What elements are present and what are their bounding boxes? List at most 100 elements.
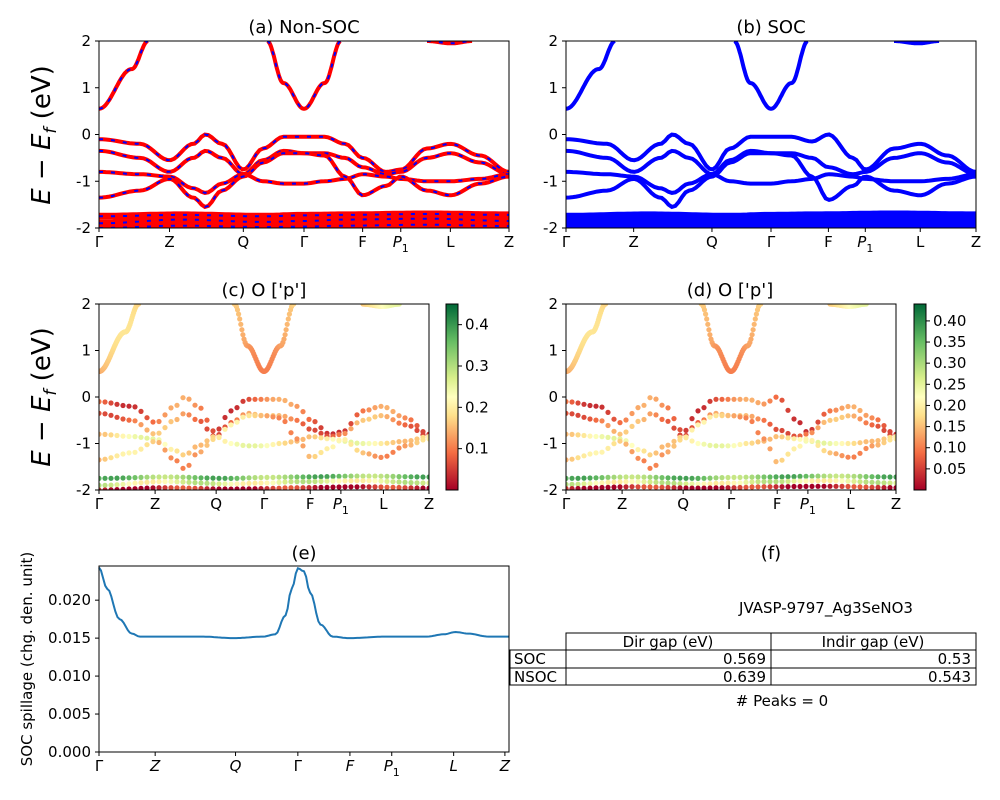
projection-point	[120, 481, 126, 487]
projection-point	[426, 474, 429, 480]
projection-point	[566, 410, 569, 416]
band-line-dash	[427, 41, 473, 45]
projection-point	[695, 422, 701, 428]
projection-point	[851, 454, 857, 460]
projection-point	[246, 475, 252, 481]
projection-point	[821, 478, 827, 484]
projection-point	[713, 480, 719, 486]
projection-point	[396, 479, 402, 485]
projection-point	[751, 321, 757, 327]
panel-a-frame	[98, 40, 510, 229]
projection-point	[204, 438, 210, 444]
projection-point	[752, 316, 758, 322]
projection-point	[797, 483, 803, 490]
projection-point	[875, 423, 881, 429]
projection-point	[641, 484, 647, 490]
projection-point	[881, 485, 887, 490]
projection-point	[270, 396, 276, 402]
projection-point	[222, 438, 228, 444]
projection-point	[360, 417, 366, 423]
projection-point	[126, 481, 132, 487]
projection-point	[348, 478, 354, 484]
panel-b-ytick-label: 1	[548, 79, 558, 97]
colorbar-tick-label: 0.40	[933, 312, 966, 330]
projection-point	[719, 485, 725, 490]
projection-point	[869, 484, 875, 490]
band-line	[566, 151, 976, 210]
projection-point	[750, 327, 756, 333]
panel-a-xtick-label: Q	[237, 233, 249, 251]
projection-point	[174, 448, 180, 454]
projection-point	[833, 440, 839, 447]
projection-point	[99, 431, 102, 437]
projection-point	[659, 402, 665, 408]
projection-point	[875, 417, 881, 423]
projection-point	[216, 486, 222, 490]
projection-point	[258, 443, 264, 449]
projection-point	[683, 435, 689, 441]
projection-point	[414, 485, 420, 490]
projection-point	[132, 480, 138, 486]
projection-point	[342, 437, 348, 443]
projection-point	[659, 452, 665, 458]
projection-point	[749, 479, 755, 485]
band-line	[99, 151, 509, 210]
projection-point	[408, 442, 414, 448]
projection-point	[863, 484, 869, 490]
projection-point	[791, 483, 797, 490]
projection-point	[575, 481, 581, 487]
projection-point	[138, 422, 144, 428]
projection-point	[593, 417, 599, 423]
projection-point	[785, 407, 791, 413]
projection-point	[605, 479, 611, 485]
projection-point	[761, 479, 767, 485]
projection-point	[827, 440, 833, 447]
projection-point	[566, 475, 569, 481]
projection-point	[875, 480, 881, 486]
projection-point	[863, 439, 869, 445]
projection-point	[725, 396, 731, 402]
projection-point	[701, 307, 708, 313]
projection-point	[753, 311, 760, 317]
projection-point	[629, 442, 635, 448]
projection-point	[300, 421, 306, 427]
projection-point	[285, 316, 291, 322]
panel-c-ytick-label: 1	[81, 342, 91, 360]
projection-point	[611, 484, 617, 490]
projection-point	[599, 475, 605, 481]
projection-point	[581, 475, 587, 481]
projection-point	[270, 441, 276, 448]
projection-point	[378, 440, 384, 447]
projection-point	[281, 336, 287, 342]
projection-point	[827, 408, 833, 414]
projection-point	[671, 438, 677, 444]
projection-point	[593, 450, 599, 456]
projection-point	[168, 474, 174, 480]
projection-point	[312, 419, 318, 425]
projection-point	[378, 403, 384, 409]
projection-point	[803, 483, 809, 489]
projection-point	[845, 473, 851, 479]
projection-point	[408, 423, 414, 429]
panel-b-xtick-label: Z	[971, 233, 981, 251]
projection-point	[581, 453, 587, 459]
projection-point	[174, 458, 180, 464]
projection-point	[330, 444, 336, 450]
panel-d-ytick-label: 2	[548, 295, 558, 313]
projection-point	[725, 480, 731, 486]
projection-point	[150, 419, 156, 425]
projection-point	[815, 473, 821, 479]
projection-point	[291, 304, 297, 307]
panel-b-xtick-label: Γ	[562, 233, 571, 251]
panel-d-xtick-label: F	[773, 495, 782, 513]
projection-point	[839, 478, 845, 484]
projection-point	[312, 478, 318, 485]
projection-point	[815, 442, 821, 448]
projection-point	[599, 418, 605, 424]
projection-point	[372, 478, 378, 484]
projection-point	[623, 441, 629, 447]
projection-point	[120, 402, 126, 409]
projection-point	[605, 422, 611, 429]
projection-point	[773, 484, 779, 490]
projection-point	[330, 478, 336, 484]
